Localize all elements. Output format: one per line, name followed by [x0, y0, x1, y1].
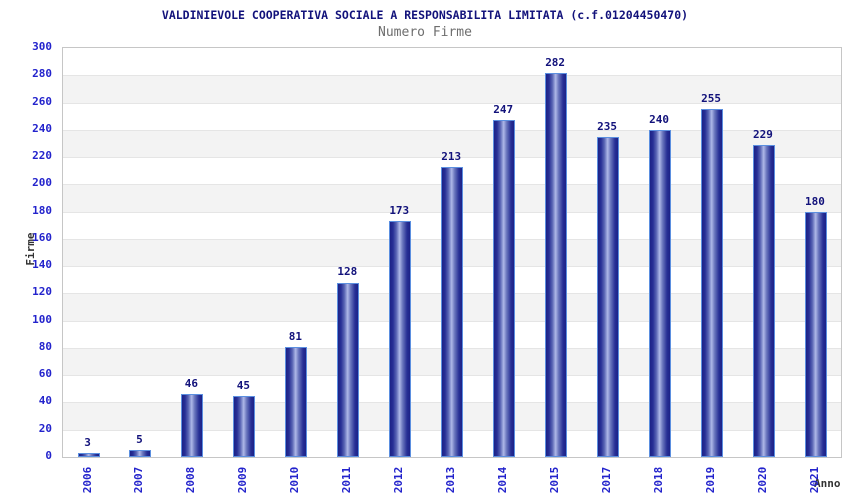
bar-value-label: 255 — [701, 92, 721, 106]
bar-2021 — [804, 211, 827, 457]
bar-2009 — [233, 395, 256, 457]
bar-2015 — [545, 72, 568, 457]
bar-2011 — [337, 282, 360, 457]
x-tick-label: 2006 — [80, 466, 94, 494]
x-tick-label: 2010 — [288, 466, 302, 494]
bar-value-label: 282 — [545, 55, 566, 69]
x-tick-label: 2007 — [132, 466, 146, 494]
bar-2007 — [129, 450, 152, 457]
y-tick-label: 200 — [32, 176, 52, 190]
bar-value-label: 128 — [337, 265, 358, 279]
bar-value-label: 180 — [805, 194, 825, 208]
y-tick-label: 100 — [32, 312, 52, 326]
bar-2013 — [441, 166, 464, 457]
x-tick-label: 2017 — [600, 466, 614, 494]
y-tick-label: 0 — [45, 449, 52, 462]
bar-value-label: 81 — [288, 329, 302, 343]
bar-value-label: 5 — [136, 433, 143, 447]
y-axis-tick-labels: 0 20 40 60 80 100 120 140 160 180 200 220 240 260 280 3… — [0, 0, 52, 500]
x-tick-label: 2018 — [652, 466, 666, 494]
x-axis-title: Anno — [814, 477, 841, 490]
y-tick-label: 140 — [32, 258, 52, 272]
bar-value-label: 240 — [649, 112, 669, 126]
x-tick-label: 2009 — [236, 466, 250, 494]
y-tick-label: 160 — [32, 230, 52, 244]
x-tick-label: 2019 — [704, 466, 718, 494]
bar-2010 — [285, 346, 308, 457]
bar-value-label: 46 — [184, 377, 199, 391]
bar-2008 — [181, 394, 204, 457]
bar-value-label: 229 — [753, 127, 773, 141]
y-tick-label: 80 — [38, 339, 52, 353]
bar-2017 — [597, 136, 620, 457]
y-tick-label: 240 — [32, 121, 52, 135]
bar-2018 — [649, 129, 672, 457]
x-tick-label: 2012 — [392, 466, 406, 494]
y-tick-label: 20 — [38, 421, 52, 435]
bar-2019 — [701, 109, 724, 457]
bar-value-label: 247 — [493, 103, 514, 117]
x-tick-label: 2015 — [548, 466, 562, 494]
bar-2020 — [752, 144, 775, 457]
x-tick-label: 2008 — [184, 466, 198, 494]
y-tick-label: 300 — [32, 40, 52, 53]
grid-band — [63, 102, 841, 130]
y-tick-label: 40 — [38, 394, 52, 408]
y-tick-label: 120 — [32, 285, 52, 299]
bar-value-label: 45 — [236, 378, 250, 392]
y-tick-label: 60 — [38, 367, 52, 381]
bar-value-label: 213 — [441, 149, 462, 163]
y-tick-label: 180 — [32, 203, 52, 217]
x-tick-label: 2013 — [444, 466, 458, 494]
chart-title: VALDINIEVOLE COOPERATIVA SOCIALE A RESPO… — [161, 8, 689, 22]
grid-band — [63, 75, 841, 103]
plot-area — [62, 47, 842, 458]
y-tick-label: 260 — [32, 94, 52, 108]
x-tick-label: 2021 — [807, 466, 821, 494]
bar-2014 — [493, 120, 516, 457]
y-tick-label: 280 — [32, 67, 52, 81]
y-tick-label: 220 — [32, 149, 52, 163]
x-tick-label: 2011 — [340, 466, 354, 494]
bar-value-label: 3 — [84, 435, 91, 449]
grid-band — [63, 48, 841, 76]
x-tick-label: 2014 — [496, 466, 510, 494]
bar-value-label: 173 — [389, 204, 410, 218]
bar-value-label: 235 — [597, 119, 618, 133]
x-tick-label: 2020 — [755, 466, 769, 494]
chart-subtitle: Numero Firme — [378, 25, 472, 40]
bar-2006 — [77, 452, 100, 457]
bar-2012 — [389, 221, 412, 457]
